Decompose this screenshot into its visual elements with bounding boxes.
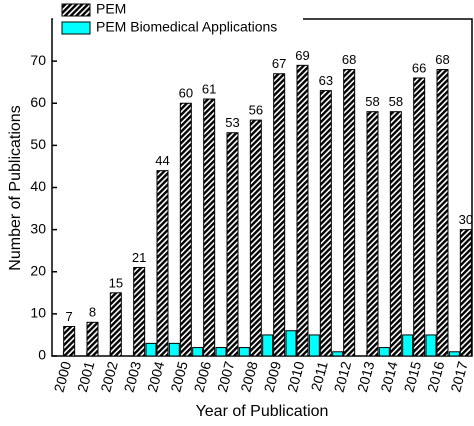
bar	[63, 326, 76, 357]
x-tick-label: 2006	[191, 359, 215, 393]
legend-label: PEM	[96, 1, 126, 17]
bar	[192, 347, 204, 357]
data-label: 61	[202, 81, 216, 96]
x-tick-label: 2005	[167, 359, 191, 393]
data-label: 63	[319, 73, 333, 88]
data-label: 58	[365, 94, 379, 109]
y-tick-label: 0	[38, 347, 46, 363]
x-tick-label: 2014	[377, 359, 401, 393]
bar	[459, 229, 472, 357]
data-label: 53	[225, 115, 239, 130]
y-tick-label: 30	[30, 220, 46, 236]
x-tick-label: 2012	[331, 359, 355, 393]
data-label: 69	[295, 48, 309, 63]
bar	[448, 351, 460, 357]
y-tick-label: 10	[30, 305, 46, 321]
x-tick-label: 2016	[424, 359, 448, 393]
bar	[249, 119, 262, 357]
bar	[308, 334, 320, 357]
bar	[262, 334, 274, 357]
bar	[402, 334, 414, 357]
data-label: 8	[89, 305, 96, 320]
bar	[273, 73, 286, 357]
data-label: 68	[435, 52, 449, 67]
bar	[133, 267, 146, 357]
legend-swatch	[61, 21, 91, 35]
x-tick-label: 2015	[401, 359, 425, 393]
x-tick-label: 2008	[237, 359, 261, 393]
bar	[436, 69, 449, 357]
bar	[413, 77, 426, 357]
legend-box	[53, 1, 303, 39]
bar	[203, 98, 216, 357]
bar	[378, 347, 390, 357]
x-tick-label: 2001	[74, 359, 98, 393]
bar	[215, 347, 227, 357]
x-tick-label: 2000	[51, 359, 75, 393]
data-label: 30	[459, 212, 473, 227]
y-tick-label: 40	[30, 178, 46, 194]
bar	[86, 321, 99, 357]
bar	[296, 64, 309, 357]
x-tick-label: 2007	[214, 359, 238, 393]
bar	[285, 330, 297, 357]
bar	[109, 292, 122, 357]
legend-label: PEM Biomedical Applications	[96, 19, 277, 35]
x-tick-label: 2010	[284, 359, 308, 393]
bar	[156, 170, 169, 357]
bar	[145, 342, 157, 357]
bar	[425, 334, 437, 357]
bar	[319, 90, 332, 357]
bar	[226, 132, 239, 357]
legend-swatch	[61, 3, 91, 17]
data-label: 21	[132, 250, 146, 265]
bar	[332, 351, 344, 357]
data-label: 66	[412, 60, 426, 75]
bar	[179, 102, 192, 357]
x-tick-label: 2009	[261, 359, 285, 393]
data-label: 15	[109, 275, 123, 290]
x-axis-label: Year of Publication	[196, 403, 329, 420]
x-tick-label: 2004	[144, 359, 168, 393]
bar	[389, 111, 402, 357]
x-tick-label: 2002	[97, 359, 121, 393]
data-label: 58	[389, 94, 403, 109]
y-tick-label: 20	[30, 262, 46, 278]
data-label: 60	[179, 86, 193, 101]
x-tick-label: 2013	[354, 359, 378, 393]
bar	[343, 69, 356, 357]
data-label: 7	[66, 309, 73, 324]
bar	[238, 347, 250, 357]
data-label: 56	[249, 103, 263, 118]
data-label: 67	[272, 56, 286, 71]
bar	[168, 342, 180, 357]
y-tick-label: 60	[30, 94, 46, 110]
x-tick-label: 2011	[308, 359, 331, 392]
y-tick-label: 70	[30, 52, 46, 68]
y-tick-label: 50	[30, 136, 46, 152]
y-axis-label: Number of Publications	[7, 105, 24, 270]
bar	[366, 111, 379, 357]
data-label: 44	[155, 153, 169, 168]
x-tick-label: 2017	[447, 359, 471, 393]
x-tick-label: 2003	[121, 359, 145, 393]
data-label: 68	[342, 52, 356, 67]
